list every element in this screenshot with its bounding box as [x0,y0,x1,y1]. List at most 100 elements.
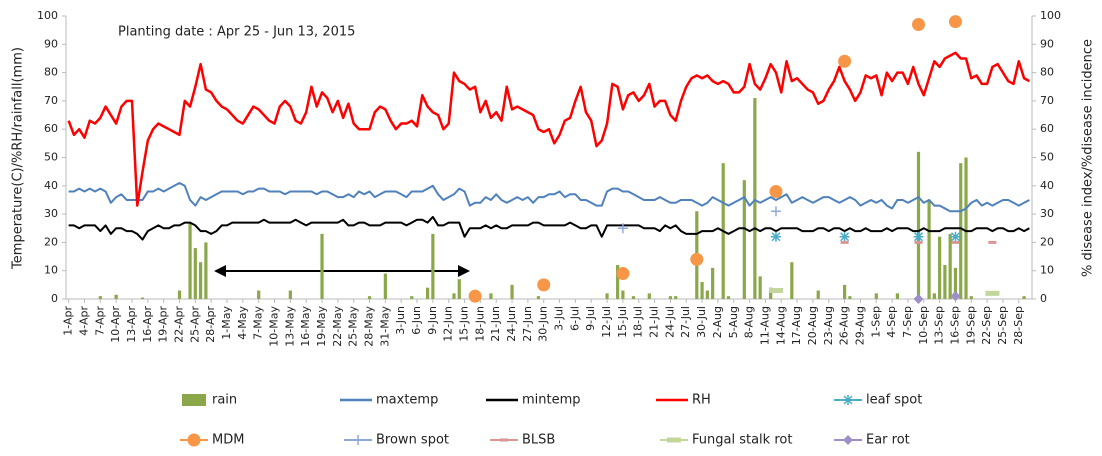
rain-bar [726,296,731,299]
marker [617,223,628,234]
y2-tick-label: 30 [1040,207,1054,220]
x-tick-label: 21-Jun [489,306,502,342]
x-tick-label: 24-Jun [505,306,518,342]
marker [500,438,508,442]
x-tick-label: 28-Apr [204,306,217,343]
marker [988,240,997,244]
rain-bar [616,265,620,299]
rain-bar [753,98,757,299]
marker [912,17,926,31]
rain-bar [383,273,387,299]
marker [667,437,681,443]
marker [838,54,852,68]
x-tick-label: 23-Aug [822,306,835,345]
x-tick-label: 11-Aug [758,306,771,345]
x-tick-label: 1-Apr [62,306,75,336]
rain-bar [700,282,704,299]
x-tick-label: 6-Jul [568,306,581,331]
rain-bar [742,180,746,299]
x-tick-label: 2-Aug [711,306,724,338]
rain-bar [1022,296,1026,299]
y2-tick-label: 70 [1040,94,1054,107]
x-tick-label: 4-Apr [77,306,90,336]
legend-label: RH [692,393,711,408]
legend-item: BLSB [490,433,555,448]
x-tick-label: 16-May [299,306,312,347]
legend-item: RH [656,393,711,408]
marker [951,240,960,244]
x-tick-label: 28-Sep [1012,306,1025,345]
marker [948,15,962,29]
x-tick-label: 13-May [283,306,296,347]
y2-tick-label: 80 [1040,66,1054,79]
rain-bar [489,293,493,299]
x-tick-label: 3-Jul [553,306,566,331]
marker [839,231,850,242]
y2-tick-label: 100 [1040,9,1061,22]
y2-tick-label: 20 [1040,235,1054,248]
legend-item: mintemp [486,393,581,408]
legend-swatch [182,394,206,406]
series-line [68,215,1030,241]
series-line [67,51,1030,207]
x-tick-label: 12-Jun [442,306,455,342]
y-tick-label: 60 [44,122,58,135]
x-tick-label: 21-Jul [648,306,661,338]
legend-item: Fungal stalk rot [660,433,792,448]
x-tick-label: 12-Jul [600,306,613,338]
rain-bar [647,293,651,299]
marker [913,294,924,304]
x-tick-label: 22-May [331,306,344,347]
x-tick-label: 26-Aug [838,306,851,345]
x-tick-label: 20-Aug [806,306,819,345]
x-tick-label: 16-Apr [141,306,154,343]
rain-bar [536,296,541,299]
y-tick-label: 70 [44,94,58,107]
marker [768,288,783,294]
marker [914,240,923,244]
rain-bar [969,296,973,299]
rain-bar [948,233,952,299]
y2-axis-title: % disease index/%disease incidence [1081,39,1096,277]
rain-bar [367,296,372,299]
rain-bar [320,233,324,299]
x-tick-label: 15-Jun [458,306,471,342]
legend-label: Fungal stalk rot [692,433,792,448]
x-tick-label: 9-Jun [426,306,439,335]
rain-bar [916,151,921,299]
y-tick-label: 10 [44,264,58,277]
rain-bar [874,293,878,299]
x-tick-label: 18-Jul [632,306,645,338]
y-axis-title: Temperature(C)/%RH/rainfall(mm) [11,47,26,270]
marker [187,433,201,447]
y-tick-label: 40 [44,179,58,192]
y2-tick-label: 50 [1040,151,1054,164]
x-tick-label: 16-Sep [948,306,961,345]
rain-bar [410,296,414,299]
x-tick-label: 6-Jun [410,306,423,335]
rain-bar [621,290,625,299]
legend-label: BLSB [522,433,555,448]
marker [985,290,1000,296]
rain-bar [895,293,899,299]
marker [913,231,924,242]
x-tick-label: 14-Aug [774,306,787,345]
y-tick-label: 90 [44,37,58,50]
x-tick-label: 19-May [315,306,328,347]
rain-bar [193,248,197,299]
legend-item: MDM [180,433,244,448]
legend-label: mintemp [522,393,581,408]
x-tick-label: 13-Sep [933,306,946,345]
x-tick-label: 3-Jun [394,306,407,335]
rain-bar [140,297,145,299]
legend-label: MDM [212,433,244,448]
x-tick-label: 7-Sep [901,306,914,338]
rain-bar [457,279,461,299]
marker [537,278,551,292]
rain-bar [711,267,715,299]
annotation: Planting date : Apr 25 - Jun 13, 2015 [118,25,355,40]
x-tick-label: 1-May [220,306,233,340]
x-tick-label: 22-Sep [980,306,993,345]
rain-bar [257,290,261,299]
legend-item: maxtemp [340,393,438,408]
